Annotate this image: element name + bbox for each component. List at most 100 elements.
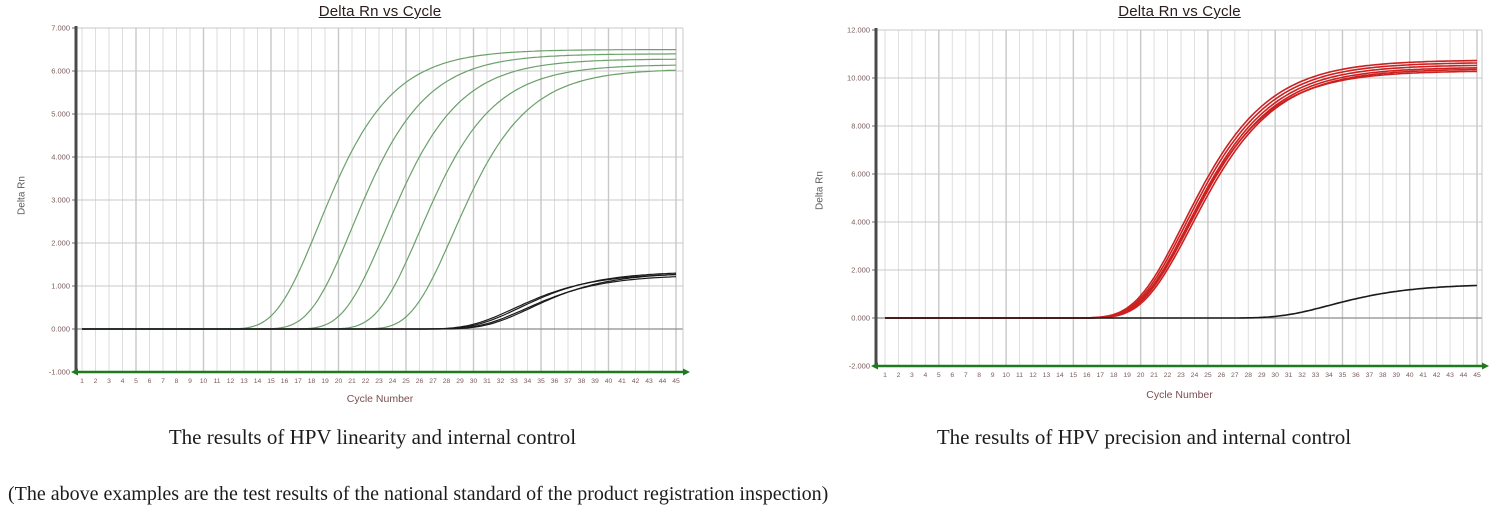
svg-text:23: 23 [375,378,383,385]
svg-text:44: 44 [659,378,667,385]
svg-text:10.000: 10.000 [847,74,870,83]
svg-text:27: 27 [1231,372,1239,379]
svg-text:40: 40 [605,378,613,385]
chart-title: Delta Rn vs Cycle [318,3,442,20]
svg-text:24: 24 [1191,372,1199,379]
svg-text:6: 6 [148,378,152,385]
precision-caption: The results of HPV precision and interna… [936,425,1352,449]
svg-text:33: 33 [1312,372,1320,379]
svg-text:39: 39 [1392,372,1400,379]
svg-text:25: 25 [1204,372,1212,379]
svg-text:2: 2 [897,372,901,379]
svg-text:28: 28 [1244,372,1252,379]
svg-text:12: 12 [1029,372,1037,379]
svg-text:21: 21 [348,378,356,385]
svg-text:1: 1 [883,372,887,379]
svg-text:20: 20 [1137,372,1145,379]
svg-text:4.000: 4.000 [851,218,870,227]
svg-text:23: 23 [1177,372,1185,379]
svg-text:11: 11 [1016,372,1023,379]
svg-text:32: 32 [497,378,505,385]
svg-text:7: 7 [161,378,165,385]
svg-text:0.000: 0.000 [851,314,870,323]
svg-text:17: 17 [294,378,302,385]
svg-text:22: 22 [362,378,370,385]
svg-text:36: 36 [1352,372,1360,379]
svg-text:41: 41 [1419,372,1427,379]
svg-text:21: 21 [1150,372,1158,379]
svg-text:26: 26 [1218,372,1226,379]
svg-text:2: 2 [94,378,98,385]
svg-text:12.000: 12.000 [847,26,870,35]
svg-text:5.000: 5.000 [51,110,70,119]
footnote: (The above examples are the test results… [8,483,829,505]
x-axis-label: Cycle Number [346,393,414,405]
svg-text:10: 10 [200,378,208,385]
svg-text:22: 22 [1164,372,1172,379]
svg-text:29: 29 [456,378,464,385]
svg-text:43: 43 [1446,372,1454,379]
svg-text:6.000: 6.000 [851,170,870,179]
svg-text:31: 31 [1285,372,1293,379]
svg-text:19: 19 [321,378,329,385]
svg-text:3: 3 [107,378,111,385]
svg-text:17: 17 [1096,372,1104,379]
svg-text:1.000: 1.000 [51,282,70,291]
svg-text:19: 19 [1123,372,1131,379]
svg-text:38: 38 [578,378,586,385]
svg-text:18: 18 [308,378,316,385]
svg-text:42: 42 [1433,372,1441,379]
svg-text:6.000: 6.000 [51,67,70,76]
svg-text:8: 8 [977,372,981,379]
svg-text:30: 30 [1271,372,1279,379]
svg-text:-1.000: -1.000 [49,368,70,377]
svg-text:11: 11 [213,378,220,385]
svg-text:1: 1 [80,378,84,385]
svg-text:5: 5 [134,378,138,385]
svg-text:37: 37 [1366,372,1374,379]
svg-text:2.000: 2.000 [851,266,870,275]
linearity-plot: 1 2 3 4 5 6 7 8 9 10 11 12 13 14 15 16 17 18 19 20 21 22 23 24 2… [49,24,690,385]
svg-text:-2.000: -2.000 [849,362,870,371]
svg-text:7: 7 [964,372,968,379]
svg-text:28: 28 [443,378,451,385]
svg-text:13: 13 [1043,372,1051,379]
svg-text:32: 32 [1298,372,1306,379]
svg-text:16: 16 [281,378,289,385]
svg-text:34: 34 [1325,372,1333,379]
svg-text:8.000: 8.000 [851,122,870,131]
svg-text:33: 33 [510,378,518,385]
svg-text:29: 29 [1258,372,1266,379]
svg-text:10: 10 [1002,372,1010,379]
linearity-caption: The results of HPV linearity and interna… [168,425,577,449]
svg-text:41: 41 [618,378,626,385]
svg-text:39: 39 [591,378,599,385]
precision-chart: Delta Rn vs Cycle Delta Rn 1 2 3 4 5 6 7 8 9 10 11… [795,0,1493,465]
svg-text:14: 14 [254,378,262,385]
svg-text:37: 37 [564,378,572,385]
svg-text:45: 45 [1473,372,1481,379]
svg-text:27: 27 [429,378,437,385]
svg-text:31: 31 [483,378,491,385]
chart-title: Delta Rn vs Cycle [1118,3,1241,20]
svg-text:35: 35 [537,378,545,385]
svg-text:38: 38 [1379,372,1387,379]
svg-text:18: 18 [1110,372,1118,379]
svg-text:8: 8 [175,378,179,385]
svg-text:14: 14 [1056,372,1064,379]
svg-text:9: 9 [188,378,192,385]
svg-text:43: 43 [645,378,653,385]
svg-text:9: 9 [991,372,995,379]
svg-text:16: 16 [1083,372,1091,379]
svg-text:7.000: 7.000 [51,24,70,33]
svg-text:15: 15 [1070,372,1078,379]
svg-text:2.000: 2.000 [51,239,70,248]
svg-text:30: 30 [470,378,478,385]
svg-text:13: 13 [240,378,248,385]
svg-text:40: 40 [1406,372,1414,379]
svg-text:12: 12 [227,378,235,385]
svg-text:44: 44 [1460,372,1468,379]
svg-text:3: 3 [910,372,914,379]
svg-text:5: 5 [937,372,941,379]
